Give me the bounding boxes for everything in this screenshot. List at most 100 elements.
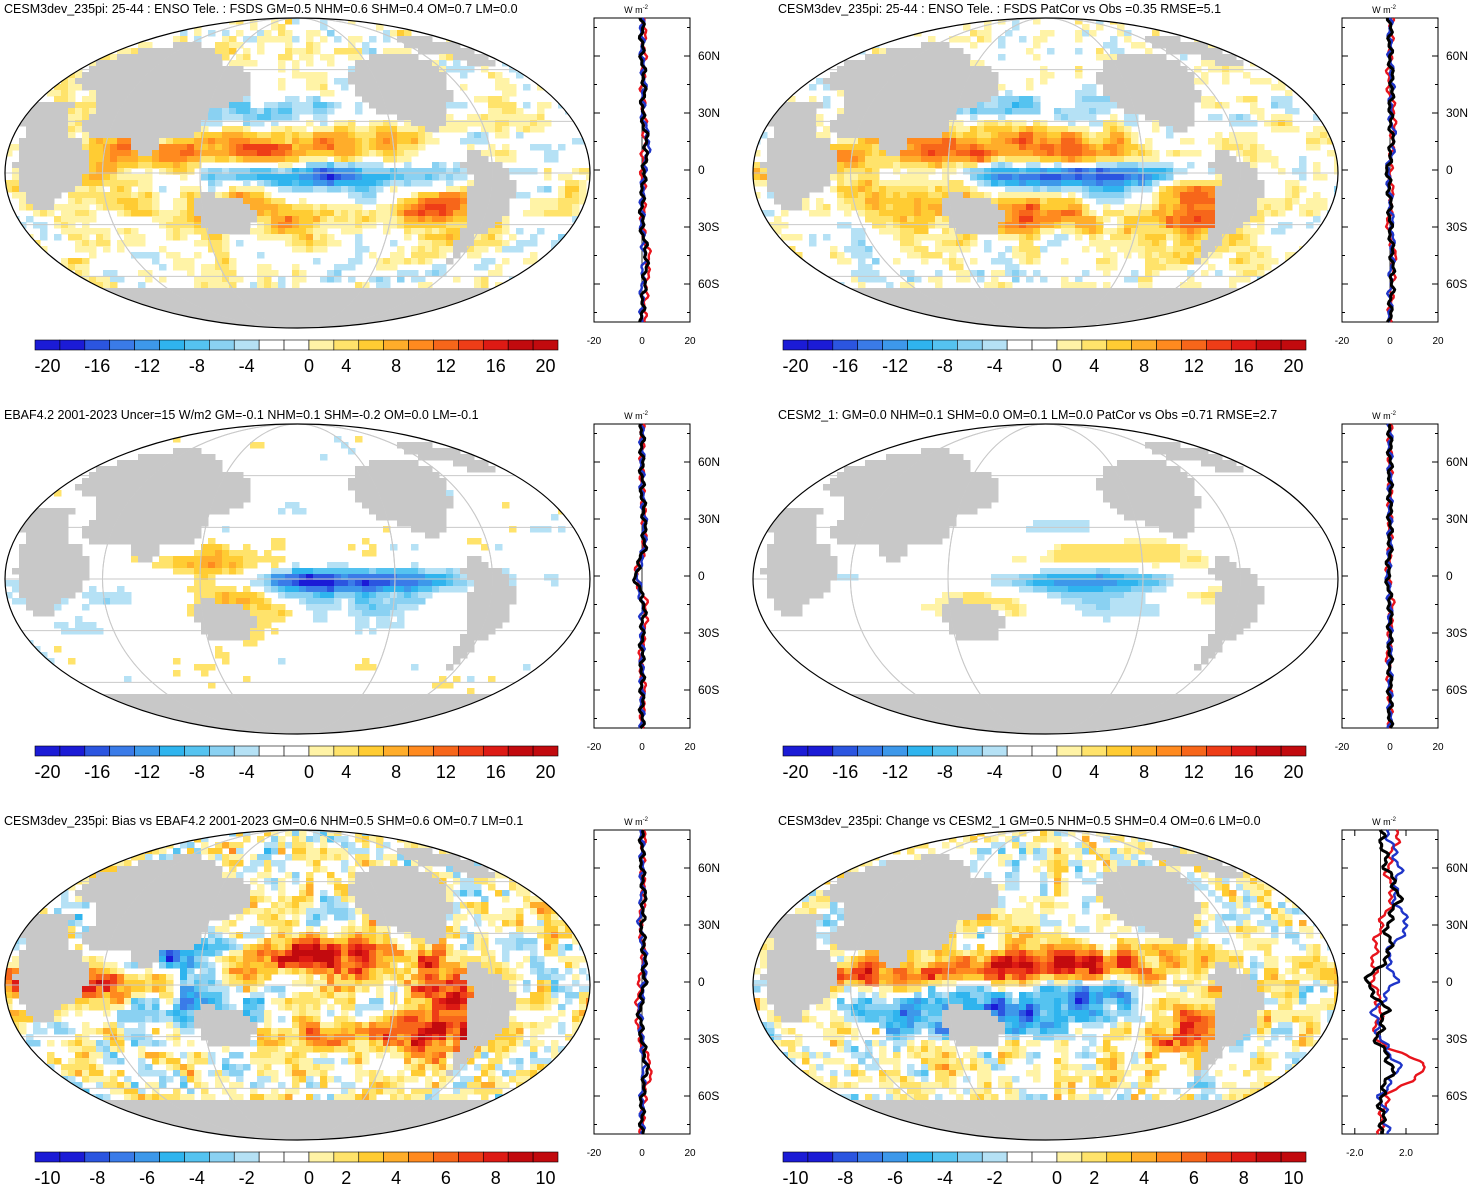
zonal-x-label: 20	[684, 742, 696, 753]
zonal-lat-label: 30S	[1446, 1032, 1467, 1046]
colorbar-swatch	[60, 340, 85, 350]
colorbar-swatch	[1082, 746, 1107, 756]
colorbar-swatch	[85, 340, 110, 350]
colorbar-swatch	[234, 340, 259, 350]
colorbar-swatch	[359, 1152, 384, 1162]
colorbar-swatch	[932, 1152, 957, 1162]
zonal-x-label: -20	[1335, 742, 1350, 753]
colorbar-swatch	[908, 340, 933, 350]
colorbar-swatch	[234, 746, 259, 756]
colorbar-label: -12	[134, 762, 160, 782]
colorbar-label: 4	[341, 762, 351, 782]
colorbar-swatch	[833, 746, 858, 756]
colorbar-swatch	[1107, 340, 1132, 350]
colorbar-swatch	[359, 340, 384, 350]
colorbar-swatch	[932, 340, 957, 350]
zonal-x-label: -20	[587, 742, 602, 753]
colorbar-swatch	[858, 746, 883, 756]
colorbar-label: 0	[304, 356, 314, 376]
colorbar-swatch	[35, 340, 60, 350]
colorbar-swatch	[160, 746, 185, 756]
colorbar-swatch	[808, 746, 833, 756]
colorbar-label: -20	[34, 356, 60, 376]
colorbar-label: 16	[486, 356, 506, 376]
colorbar-swatch	[110, 1152, 135, 1162]
colorbar-swatch	[110, 340, 135, 350]
colorbar-swatch	[883, 340, 908, 350]
colorbar-label: -16	[84, 356, 110, 376]
zonal-lat-label: 0	[698, 163, 705, 177]
colorbar-swatch	[433, 746, 458, 756]
zonal-x-label: 0	[639, 742, 645, 753]
zonal-x-label: -20	[587, 1148, 602, 1159]
colorbar-label: 10	[1284, 1168, 1304, 1188]
colorbar-swatch	[259, 746, 284, 756]
colorbar-swatch	[833, 340, 858, 350]
colorbar-label: 16	[1234, 356, 1254, 376]
colorbar-swatch	[533, 746, 558, 756]
colorbar-swatch	[259, 1152, 284, 1162]
zonal-line-blue	[1370, 830, 1407, 1134]
zonal-lat-label: 60S	[698, 277, 719, 291]
colorbar-swatch	[334, 1152, 359, 1162]
zonal-lat-label: 60N	[1446, 49, 1468, 63]
colorbar-swatch	[1181, 340, 1206, 350]
colorbar-swatch	[259, 340, 284, 350]
colorbar-label: -10	[782, 1168, 808, 1188]
zonal-x-label: -2.0	[1346, 1148, 1364, 1159]
colorbar-swatch	[1231, 340, 1256, 350]
colorbar-swatch	[957, 340, 982, 350]
colorbar-swatch	[1057, 340, 1082, 350]
colorbar-label: -6	[887, 1168, 903, 1188]
colorbar-swatch	[135, 1152, 160, 1162]
colorbar-swatch	[409, 1152, 434, 1162]
zonal-unit-label: W m-2	[624, 411, 648, 421]
zonal-lat-label: 30N	[1446, 918, 1468, 932]
colorbar-swatch	[209, 340, 234, 350]
zonal-x-label: 0	[1387, 742, 1393, 753]
colorbar-label: -20	[34, 762, 60, 782]
zonal-lat-label: 60S	[1446, 1089, 1467, 1103]
zonal-lat-label: 0	[698, 975, 705, 989]
colorbar-swatch	[160, 1152, 185, 1162]
zonal-x-label: 20	[1432, 742, 1444, 753]
colorbar-swatch	[1181, 746, 1206, 756]
map-panel: EBAF4.2 2001-2023 Uncer=15 W/m2 GM=-0.1 …	[0, 406, 735, 786]
colorbar-swatch	[309, 746, 334, 756]
colorbar-label: -2	[239, 1168, 255, 1188]
zonal-unit-label: W m-2	[1372, 411, 1396, 421]
colorbar-label: -6	[139, 1168, 155, 1188]
colorbar-label: -8	[837, 1168, 853, 1188]
colorbar-label: 4	[391, 1168, 401, 1188]
colorbar-swatch	[1132, 746, 1157, 756]
colorbar-swatch	[60, 746, 85, 756]
zonal-x-label: -20	[1335, 336, 1350, 347]
colorbar-swatch	[533, 1152, 558, 1162]
colorbar-swatch	[1157, 1152, 1182, 1162]
colorbar-label: 0	[304, 1168, 314, 1188]
zonal-lat-label: 0	[1446, 975, 1453, 989]
colorbar-swatch	[209, 746, 234, 756]
colorbar-swatch	[858, 1152, 883, 1162]
zonal-lat-label: 60N	[698, 455, 720, 469]
zonal-lat-label: 60N	[1446, 861, 1468, 875]
map-panel: CESM3dev_235pi: 25-44 : ENSO Tele. : FSD…	[0, 0, 735, 380]
colorbar-label: -2	[987, 1168, 1003, 1188]
colorbar-swatch	[1032, 1152, 1057, 1162]
zonal-x-label: 0	[1387, 336, 1393, 347]
colorbar-label: 10	[536, 1168, 556, 1188]
colorbar-label: 4	[1089, 762, 1099, 782]
zonal-lat-label: 60S	[698, 1089, 719, 1103]
colorbar-swatch	[1256, 340, 1281, 350]
zonal-lat-label: 60S	[698, 683, 719, 697]
colorbar-label: -8	[189, 762, 205, 782]
zonal-lat-label: 60S	[1446, 277, 1467, 291]
colorbar-label: 16	[486, 762, 506, 782]
colorbar-label: -12	[882, 356, 908, 376]
